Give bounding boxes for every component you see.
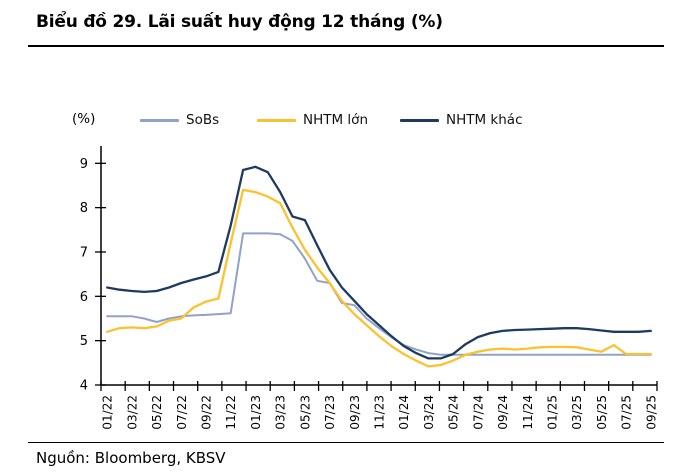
svg-text:05/24: 05/24 bbox=[447, 395, 461, 430]
svg-text:05/23: 05/23 bbox=[298, 395, 312, 430]
footer-divider bbox=[28, 442, 664, 443]
legend-label-sobs: SoBs bbox=[186, 112, 220, 128]
svg-text:4: 4 bbox=[80, 379, 88, 394]
deposit-rate-line-chart: 4 5 6 7 8 9 01/22 03/22 05/22 07/22 09/22 11/22 01/2… bbox=[80, 146, 658, 430]
legend-item-sobs: SoBs bbox=[140, 112, 219, 128]
svg-text:07/24: 07/24 bbox=[471, 395, 485, 430]
svg-text:03/24: 03/24 bbox=[422, 395, 436, 430]
svg-text:05/25: 05/25 bbox=[595, 395, 609, 430]
legend-line-sobs-icon bbox=[140, 118, 179, 122]
legend-label-nhtm-khac: NHTM khác bbox=[446, 112, 523, 128]
svg-text:07/22: 07/22 bbox=[175, 395, 189, 430]
svg-text:8: 8 bbox=[80, 201, 88, 216]
svg-text:9: 9 bbox=[80, 157, 88, 172]
source-note: Nguồn: Bloomberg, KBSV bbox=[36, 449, 226, 467]
svg-text:07/23: 07/23 bbox=[323, 395, 337, 430]
svg-text:01/22: 01/22 bbox=[101, 395, 115, 430]
svg-text:7: 7 bbox=[80, 245, 88, 260]
svg-text:09/23: 09/23 bbox=[348, 395, 362, 430]
svg-text:11/24: 11/24 bbox=[521, 395, 535, 430]
svg-text:01/23: 01/23 bbox=[249, 395, 263, 430]
svg-text:03/23: 03/23 bbox=[274, 395, 288, 430]
svg-text:09/25: 09/25 bbox=[644, 395, 658, 430]
svg-text:5: 5 bbox=[80, 334, 88, 349]
svg-text:11/22: 11/22 bbox=[224, 395, 238, 430]
svg-text:09/22: 09/22 bbox=[200, 395, 214, 430]
svg-text:09/24: 09/24 bbox=[496, 395, 510, 430]
legend-line-nhtm-lon-icon bbox=[257, 118, 296, 122]
legend-line-nhtm-khac-icon bbox=[400, 118, 439, 122]
y-axis-unit-label: (%) bbox=[72, 111, 96, 127]
legend-label-nhtm-lon: NHTM lớn bbox=[303, 112, 369, 128]
svg-text:01/24: 01/24 bbox=[397, 395, 411, 430]
svg-text:6: 6 bbox=[80, 290, 88, 305]
svg-text:03/22: 03/22 bbox=[125, 395, 139, 430]
svg-text:01/25: 01/25 bbox=[545, 395, 559, 430]
legend-item-nhtm-lon: NHTM lớn bbox=[257, 112, 368, 128]
svg-text:03/25: 03/25 bbox=[570, 395, 584, 430]
svg-text:05/22: 05/22 bbox=[150, 395, 164, 430]
chart-title: Biểu đồ 29. Lãi suất huy động 12 tháng (… bbox=[36, 12, 443, 32]
svg-text:07/25: 07/25 bbox=[620, 395, 634, 430]
title-divider bbox=[28, 45, 664, 47]
legend-item-nhtm-khac: NHTM khác bbox=[400, 112, 523, 128]
svg-text:11/23: 11/23 bbox=[373, 395, 387, 430]
